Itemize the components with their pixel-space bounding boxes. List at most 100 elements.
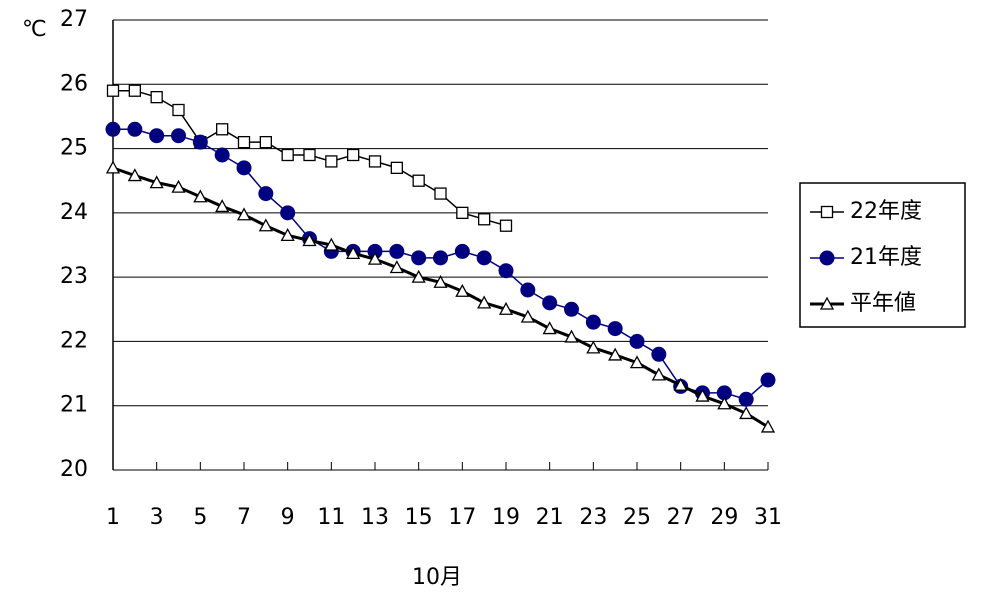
data-point — [127, 168, 142, 182]
data-point — [237, 135, 251, 149]
data-point — [542, 321, 557, 335]
data-point — [325, 155, 338, 168]
data-point — [585, 314, 601, 330]
data-point — [150, 90, 163, 104]
legend-marker — [820, 205, 834, 219]
data-point — [608, 347, 623, 361]
data-point — [476, 250, 492, 266]
data-point — [105, 121, 121, 137]
legend-label: 21年度 — [850, 245, 922, 270]
data-point — [717, 396, 732, 410]
data-point — [499, 219, 513, 232]
data-point — [434, 187, 447, 200]
x-tick-label: 19 — [492, 505, 520, 530]
x-tick-label: 5 — [193, 505, 207, 530]
data-point — [498, 301, 514, 315]
data-point — [280, 227, 295, 242]
data-point — [236, 207, 252, 221]
data-point — [368, 155, 382, 168]
data-point — [454, 243, 470, 259]
x-tick-label: 31 — [754, 505, 782, 530]
data-point — [498, 263, 514, 279]
legend-marker — [819, 296, 835, 310]
data-point — [347, 148, 360, 162]
data-point — [367, 251, 383, 265]
data-point — [411, 250, 427, 266]
x-tick-label: 17 — [448, 505, 476, 530]
data-point — [127, 121, 143, 137]
data-point — [455, 283, 470, 297]
legend-label: 平年値 — [850, 291, 916, 316]
data-point — [411, 269, 426, 283]
x-tick-label: 3 — [150, 505, 164, 530]
data-point — [586, 340, 601, 354]
data-point — [193, 189, 208, 203]
series-line — [112, 166, 769, 429]
data-point — [760, 419, 776, 433]
x-tick-label: 1 — [106, 505, 120, 530]
data-point — [760, 372, 776, 388]
data-point — [236, 160, 252, 176]
data-point — [520, 282, 536, 298]
data-point — [346, 245, 361, 260]
data-point — [478, 213, 491, 226]
data-point — [564, 301, 579, 317]
data-point — [695, 388, 710, 402]
y-tick-label: 27 — [60, 7, 88, 32]
x-axis-label: 10月 — [412, 565, 462, 590]
x-tick-label: 25 — [623, 505, 651, 530]
data-point — [673, 377, 688, 391]
data-point — [258, 186, 274, 202]
data-point — [390, 161, 403, 175]
data-point — [738, 391, 754, 407]
data-point — [172, 103, 185, 117]
data-point — [739, 406, 754, 420]
data-point — [651, 367, 666, 381]
data-point — [629, 333, 645, 349]
y-tick-label: 20 — [60, 457, 88, 482]
data-point — [105, 160, 121, 174]
data-point — [171, 128, 186, 144]
data-point — [542, 295, 558, 311]
data-point — [564, 329, 579, 343]
data-point — [456, 206, 469, 220]
legend-marker — [819, 250, 835, 266]
x-tick-label: 23 — [579, 505, 607, 530]
data-point — [303, 148, 316, 162]
data-point — [258, 218, 273, 232]
data-point — [259, 135, 272, 149]
data-point — [192, 134, 208, 150]
data-point — [651, 346, 667, 362]
x-tick-label: 15 — [405, 505, 433, 530]
data-point — [629, 355, 645, 369]
x-tick-label: 13 — [361, 505, 389, 530]
y-tick-label: 25 — [60, 136, 88, 161]
data-point — [171, 179, 186, 193]
data-point — [216, 123, 229, 136]
x-tick-label: 21 — [536, 505, 564, 530]
data-point — [214, 147, 230, 163]
x-tick-label: 27 — [667, 505, 695, 530]
legend-label: 22年度 — [850, 199, 922, 224]
x-tick-label: 29 — [710, 505, 738, 530]
data-point — [281, 148, 294, 162]
y-axis-label: ℃ — [22, 17, 47, 42]
data-point — [520, 309, 535, 323]
data-point — [389, 260, 404, 274]
x-tick-label: 11 — [317, 505, 345, 530]
data-point — [149, 128, 165, 144]
data-point — [433, 274, 448, 288]
data-point — [280, 205, 296, 221]
x-tick-label: 7 — [237, 505, 251, 530]
data-point — [149, 175, 164, 189]
data-point — [477, 295, 492, 309]
data-point — [215, 199, 230, 213]
y-tick-label: 22 — [60, 328, 88, 353]
y-tick-label: 24 — [60, 200, 88, 225]
data-point — [128, 84, 141, 97]
y-tick-label: 26 — [60, 71, 88, 96]
x-tick-label: 9 — [281, 505, 295, 530]
y-tick-label: 23 — [60, 264, 88, 289]
data-point — [389, 243, 405, 259]
